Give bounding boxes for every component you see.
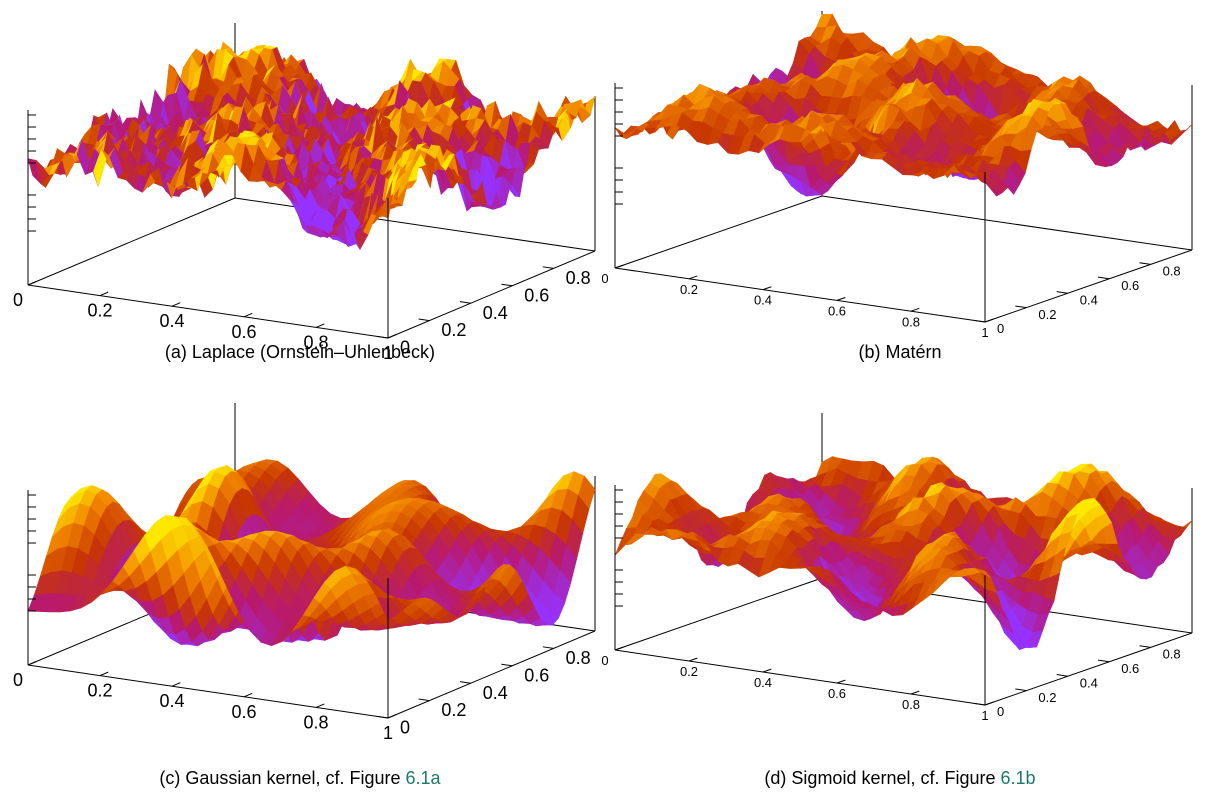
y-tick <box>419 319 430 321</box>
axis-line <box>615 196 822 268</box>
y-tick <box>1057 292 1068 294</box>
y-tick-label: 0.2 <box>441 320 466 340</box>
x-tick-label: 0.2 <box>87 681 112 701</box>
x-tick-label: 0.6 <box>828 304 846 319</box>
y-tick-label: 0.6 <box>1121 278 1139 293</box>
y-tick-label: 0.8 <box>566 268 591 288</box>
x-tick-label: 1 <box>981 325 988 340</box>
x-tick <box>28 662 36 665</box>
axis-line <box>28 665 388 718</box>
x-tick-label: 0.8 <box>902 314 920 329</box>
axis-line <box>388 251 595 338</box>
axis-line <box>388 631 595 718</box>
x-tick-label: 0.2 <box>87 301 112 321</box>
x-tick-label: 0.4 <box>754 293 772 308</box>
y-tick-label: 0 <box>997 321 1004 336</box>
x-tick <box>388 335 396 338</box>
x-tick-label: 0 <box>13 290 23 310</box>
x-tick <box>244 313 252 316</box>
y-tick <box>1140 263 1151 265</box>
x-tick <box>689 276 697 279</box>
x-tick-label: 0 <box>13 670 23 690</box>
x-tick <box>172 683 180 686</box>
y-tick-label: 0.4 <box>1080 292 1098 307</box>
y-tick-label: 0.8 <box>1163 264 1181 279</box>
x-tick-label: 0 <box>601 271 608 286</box>
y-tick-label: 0.4 <box>483 303 508 323</box>
axis-line <box>28 198 235 285</box>
y-tick-label: 0.8 <box>566 648 591 668</box>
y-tick-label: 0.6 <box>524 285 549 305</box>
y-tick <box>419 699 430 701</box>
y-tick-label: 0.6 <box>524 665 549 685</box>
x-tick-label: 1 <box>383 723 393 743</box>
y-tick <box>1015 306 1026 308</box>
y-tick <box>501 664 512 666</box>
y-tick-label: 0.2 <box>1038 307 1056 322</box>
x-tick-label: 0.4 <box>159 311 184 331</box>
x-tick-label: 0.6 <box>231 702 256 722</box>
x-tick <box>100 672 108 675</box>
x-tick <box>388 715 396 718</box>
y-tick <box>543 647 554 649</box>
y-tick <box>501 284 512 286</box>
y-tick-label: 0.2 <box>441 700 466 720</box>
x-tick <box>837 298 845 301</box>
x-tick <box>244 693 252 696</box>
y-tick <box>377 336 388 338</box>
y-tick <box>974 320 985 322</box>
y-tick <box>460 682 471 684</box>
x-tick <box>316 324 324 327</box>
axis-line <box>615 578 822 650</box>
axis-line <box>615 268 985 322</box>
y-tick <box>543 267 554 269</box>
x-tick-label: 0.2 <box>680 282 698 297</box>
y-tick-label: 0 <box>400 718 410 738</box>
x-tick <box>28 282 36 285</box>
x-tick <box>985 319 993 322</box>
x-tick-label: 0.8 <box>303 712 328 732</box>
y-tick <box>460 302 471 304</box>
y-tick <box>1098 277 1109 279</box>
axis-line <box>235 198 595 251</box>
axis-line <box>985 250 1192 322</box>
axis-line <box>822 196 1192 250</box>
x-tick <box>911 308 919 311</box>
x-tick <box>763 287 771 290</box>
x-tick <box>316 704 324 707</box>
x-tick-label: 0.6 <box>231 322 256 342</box>
x-tick <box>172 303 180 306</box>
x-tick <box>100 292 108 295</box>
y-tick <box>377 716 388 718</box>
x-tick-label: 0.4 <box>159 691 184 711</box>
x-tick <box>615 265 623 268</box>
y-tick-label: 0.4 <box>483 683 508 703</box>
axis-line <box>28 285 388 338</box>
